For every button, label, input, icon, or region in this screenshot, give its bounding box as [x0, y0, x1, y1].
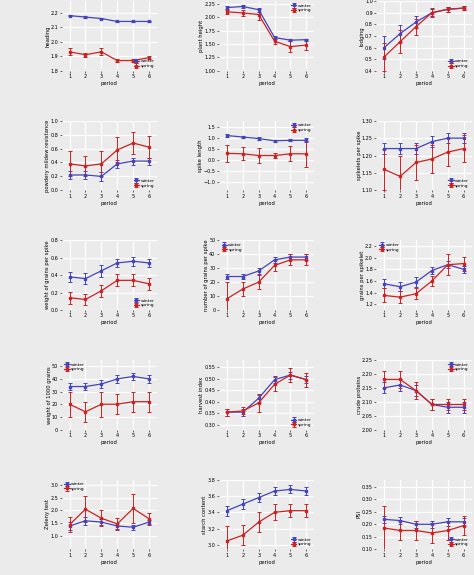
X-axis label: period: period	[101, 81, 118, 86]
X-axis label: period: period	[416, 81, 432, 86]
Legend: winter, spring: winter, spring	[132, 178, 155, 189]
X-axis label: period: period	[101, 201, 118, 206]
Y-axis label: Zeleny test: Zeleny test	[45, 499, 50, 530]
X-axis label: period: period	[101, 559, 118, 565]
X-axis label: period: period	[101, 320, 118, 325]
Y-axis label: harvest index: harvest index	[200, 377, 204, 413]
Legend: winter, spring: winter, spring	[447, 361, 470, 373]
Y-axis label: crude proteins: crude proteins	[356, 375, 362, 414]
Legend: winter, spring: winter, spring	[220, 242, 244, 253]
Legend: winter, spring: winter, spring	[290, 536, 313, 548]
Legend: winter, spring: winter, spring	[290, 2, 313, 14]
X-axis label: period: period	[101, 440, 118, 445]
X-axis label: period: period	[258, 320, 275, 325]
X-axis label: period: period	[258, 201, 275, 206]
Y-axis label: number of grains per spike: number of grains per spike	[204, 239, 209, 311]
Y-axis label: heading: heading	[45, 25, 50, 47]
Legend: winter, spring: winter, spring	[290, 122, 313, 133]
Y-axis label: lodging: lodging	[360, 26, 365, 46]
Y-axis label: starch content: starch content	[202, 495, 208, 534]
Legend: winter, spring: winter, spring	[132, 58, 155, 70]
Y-axis label: powdery mildew resistance: powdery mildew resistance	[45, 120, 50, 191]
X-axis label: period: period	[258, 559, 275, 565]
Legend: winter, spring: winter, spring	[290, 417, 313, 428]
Legend: winter, spring: winter, spring	[378, 242, 401, 253]
X-axis label: period: period	[258, 440, 275, 445]
X-axis label: period: period	[416, 201, 432, 206]
Y-axis label: plant height: plant height	[200, 20, 204, 52]
Legend: winter, spring: winter, spring	[447, 58, 470, 70]
Y-axis label: PSI: PSI	[356, 511, 362, 518]
X-axis label: period: period	[258, 81, 275, 86]
Y-axis label: grains per spikelet: grains per spikelet	[360, 251, 365, 300]
Y-axis label: spike length: spike length	[198, 139, 203, 172]
Y-axis label: weight of grains per spike: weight of grains per spike	[45, 241, 50, 309]
X-axis label: period: period	[416, 320, 432, 325]
X-axis label: period: period	[416, 440, 432, 445]
X-axis label: period: period	[416, 559, 432, 565]
Legend: winter, spring: winter, spring	[63, 361, 86, 373]
Legend: winter, spring: winter, spring	[447, 536, 470, 548]
Legend: winter, spring: winter, spring	[447, 178, 470, 189]
Y-axis label: spikelets per spike: spikelets per spike	[356, 131, 362, 181]
Legend: winter, spring: winter, spring	[63, 481, 86, 492]
Y-axis label: weight of 1000 grains: weight of 1000 grains	[46, 366, 52, 424]
Legend: winter, spring: winter, spring	[132, 297, 155, 309]
